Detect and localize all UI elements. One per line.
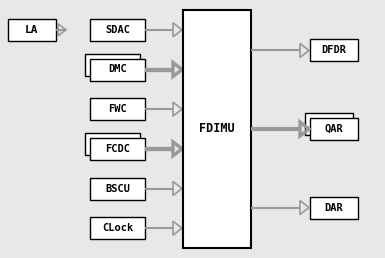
Bar [183,10,251,248]
Text: LA: LA [25,25,39,35]
Bar [90,19,145,41]
Bar [85,133,140,155]
Text: FWC: FWC [108,104,127,114]
Text: DFDR: DFDR [321,45,346,55]
Bar [90,178,145,199]
Bar [90,138,145,160]
Bar [310,118,358,140]
Text: DMC: DMC [108,64,127,75]
Bar [90,98,145,120]
Bar [85,53,140,76]
Bar [8,19,56,41]
Text: QAR: QAR [325,124,343,134]
Text: FCDC: FCDC [105,144,130,154]
Bar [90,217,145,239]
Text: BSCU: BSCU [105,183,130,194]
Bar [310,197,358,219]
Bar [305,113,353,135]
Text: FDIMU: FDIMU [199,123,235,135]
Text: CLock: CLock [102,223,133,233]
Text: DAR: DAR [325,203,343,213]
Bar [310,39,358,61]
Bar [90,59,145,80]
Text: SDAC: SDAC [105,25,130,35]
